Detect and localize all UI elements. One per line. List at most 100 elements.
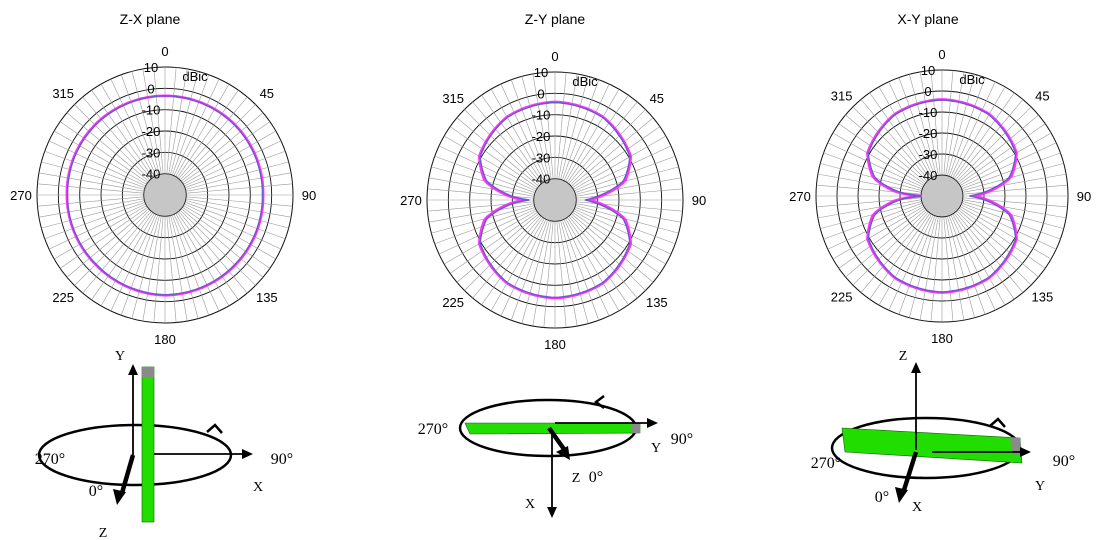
inner-disc — [143, 173, 187, 217]
grid-spoke — [175, 83, 230, 177]
grid-spoke — [945, 71, 965, 176]
angle-label: 225 — [442, 295, 464, 310]
grid-spoke — [176, 212, 239, 301]
angle-label: 135 — [256, 290, 278, 305]
grid-spoke — [838, 123, 925, 185]
unit-label: dBic — [572, 74, 598, 89]
grid-spoke — [37, 196, 144, 207]
grid-spoke — [558, 220, 578, 327]
grid-spoke — [562, 219, 600, 321]
grid-spoke — [575, 205, 679, 234]
horizontal-axis-arrow — [242, 449, 253, 459]
grid-spoke — [919, 71, 939, 176]
grid-spoke — [142, 215, 162, 322]
radial-tick-label: 0 — [537, 86, 544, 101]
grid-spoke — [573, 135, 667, 190]
grid-spoke — [100, 213, 155, 307]
grid-spoke — [182, 121, 271, 184]
angle-label: 315 — [442, 91, 464, 106]
angle-right-label: 90° — [271, 451, 293, 468]
grid-spoke — [91, 89, 154, 178]
grid-spoke — [960, 132, 1052, 186]
radial-tick-label: -20 — [532, 129, 551, 144]
grid-spoke — [959, 207, 1046, 269]
grid-spoke — [572, 211, 661, 274]
grid-spoke — [532, 73, 552, 180]
grid-spoke — [869, 213, 931, 300]
angle-label: 135 — [646, 295, 668, 310]
grid-spoke — [110, 78, 157, 176]
grid-spoke — [434, 155, 536, 193]
vertical-axis-arrow — [911, 362, 921, 373]
grid-spoke — [852, 210, 928, 286]
grid-spoke — [888, 214, 934, 311]
angle-label: 180 — [154, 332, 176, 347]
rotation-ellipse — [37, 423, 233, 487]
grid-spoke — [481, 94, 544, 183]
grid-spoke — [953, 213, 1015, 300]
radial-tick-label: -40 — [142, 167, 161, 182]
angle-label: 270 — [10, 188, 32, 203]
grid-spoke — [962, 173, 1067, 193]
grid-spoke — [532, 220, 552, 327]
grid-spoke — [166, 67, 177, 174]
grid-spoke — [178, 211, 248, 294]
grid-spoke — [120, 74, 158, 176]
grid-spoke — [569, 214, 646, 291]
grid-spoke — [82, 96, 152, 179]
grid-spoke — [827, 142, 924, 188]
angle-label: 45 — [650, 91, 664, 106]
grid-spoke — [110, 214, 157, 312]
depth-axis-label: Z — [99, 526, 108, 540]
grid-spoke — [960, 204, 1057, 250]
angle-label: 225 — [831, 289, 853, 304]
grid-spoke — [572, 126, 661, 189]
rotation-arrow — [989, 417, 1006, 428]
grid-spoke — [817, 173, 922, 193]
grid-spoke — [427, 188, 534, 199]
grid-spoke — [521, 220, 550, 324]
grid-spoke — [449, 211, 538, 274]
vertical-axis-label: Y — [115, 349, 125, 364]
radial-tick-label: -20 — [919, 126, 938, 141]
radial-tick-label: -20 — [142, 124, 161, 139]
angle-label: 45 — [260, 86, 274, 101]
grid-spoke — [960, 142, 1057, 188]
horizontal-axis-label: Y — [1035, 479, 1045, 494]
grid-spoke — [178, 96, 248, 179]
grid-spoke — [173, 78, 220, 176]
grid-spoke — [185, 172, 292, 192]
grid-spoke — [185, 161, 289, 190]
angle-front-label: 0° — [89, 483, 103, 500]
grid-spoke — [184, 150, 286, 188]
grid-spoke — [571, 213, 654, 283]
grid-spoke — [823, 202, 923, 240]
depth-axis — [547, 426, 568, 454]
grid-spoke — [184, 140, 282, 187]
grid-spoke — [956, 106, 1032, 182]
grid-spoke — [556, 221, 567, 328]
grid-spoke — [464, 109, 541, 186]
grid-spoke — [560, 76, 589, 180]
inner-disc — [533, 178, 577, 222]
antenna-connector — [1010, 437, 1022, 455]
grid-spoke — [575, 166, 679, 195]
angle-right-label: 90° — [1053, 453, 1075, 470]
grid-spoke — [74, 209, 151, 286]
grid-spoke — [869, 92, 931, 179]
grid-spoke — [568, 101, 638, 184]
angle-label: 0 — [938, 47, 945, 62]
grid-spoke — [860, 211, 929, 293]
grid-spoke — [943, 216, 954, 322]
angle-label: 315 — [831, 89, 853, 104]
grid-spoke — [820, 201, 922, 229]
grid-spoke — [959, 123, 1046, 185]
depth-axis — [119, 454, 136, 494]
grid-spoke — [566, 94, 629, 183]
antenna-board — [841, 427, 1023, 464]
grid-spoke — [153, 67, 164, 174]
grid-spoke — [131, 215, 160, 319]
radial-tick-label: -30 — [142, 145, 161, 160]
grid-spoke — [472, 101, 542, 184]
grid-spoke — [179, 104, 256, 181]
